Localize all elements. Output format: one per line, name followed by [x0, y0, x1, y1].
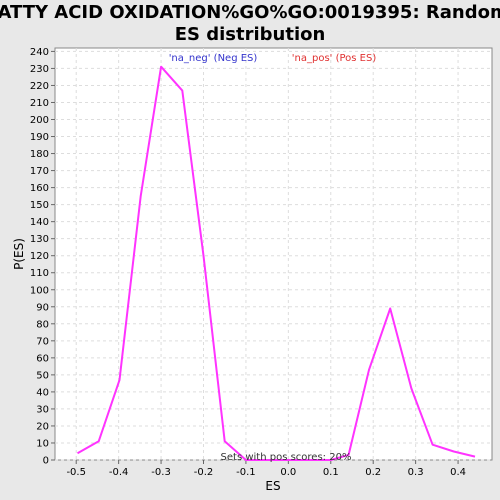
y-tick-label: 130 [30, 234, 49, 245]
y-tick-label: 100 [30, 285, 49, 296]
y-tick-label: 210 [30, 98, 49, 109]
grid-lines [55, 48, 492, 461]
y-tick-label: 170 [30, 166, 49, 177]
series-line [77, 65, 476, 461]
x-tick-label: -0.4 [109, 467, 129, 478]
y-tick-label: 80 [36, 319, 49, 330]
x-tick-label: 0.1 [323, 467, 339, 478]
y-tick-label: 40 [36, 387, 49, 398]
y-tick-label: 240 [30, 47, 49, 58]
x-tick-label: -0.2 [194, 467, 214, 478]
y-tick-label: 190 [30, 132, 49, 143]
y-tick-label: 160 [30, 183, 49, 194]
x-axis-label: ES [265, 479, 280, 493]
y-tick-label: 0 [43, 456, 49, 467]
y-tick-label: 70 [36, 336, 49, 347]
y-tick-label: 30 [36, 404, 49, 415]
legend-entry-neg: 'na_neg' (Neg ES) [169, 53, 258, 64]
y-axis-label: P(ES) [12, 238, 26, 270]
x-tick-label: 0.4 [450, 467, 466, 478]
y-tick-label: 10 [36, 438, 49, 449]
y-tick-label: 180 [30, 149, 49, 160]
pos-scores-annotation: Sets with pos scores: 20% [221, 452, 352, 463]
y-tick-label: 150 [30, 200, 49, 211]
x-tick-label: -0.3 [151, 467, 171, 478]
y-tick-label: 230 [30, 64, 49, 75]
chart-title-line2: ES distribution [175, 24, 326, 45]
y-tick-label: 60 [36, 353, 49, 364]
x-tick-label: 0.0 [280, 467, 296, 478]
legend-entry-pos: 'na_pos' (Pos ES) [292, 53, 377, 64]
y-tick-label: 50 [36, 370, 49, 381]
x-tick-label: -0.5 [66, 467, 86, 478]
y-tick-label: 110 [30, 268, 49, 279]
y-tick-label: 120 [30, 251, 49, 262]
series-layer [77, 65, 476, 461]
y-tick-label: 220 [30, 81, 49, 92]
y-tick-label: 140 [30, 217, 49, 228]
x-tick-label: -0.1 [236, 467, 256, 478]
plot-area [54, 47, 493, 461]
x-tick-label: 0.2 [365, 467, 381, 478]
axis-ticks: 0 10 20 30 40 50 60 70 80 90 100 110 120 130 140 150 160… [30, 47, 466, 478]
x-tick-label: 0.3 [408, 467, 424, 478]
y-tick-label: 90 [36, 302, 49, 313]
y-tick-label: 20 [36, 421, 49, 432]
y-tick-label: 200 [30, 115, 49, 126]
chart-title-line1: FATTY ACID OXIDATION%GO%GO:0019395: Rand… [0, 2, 500, 23]
